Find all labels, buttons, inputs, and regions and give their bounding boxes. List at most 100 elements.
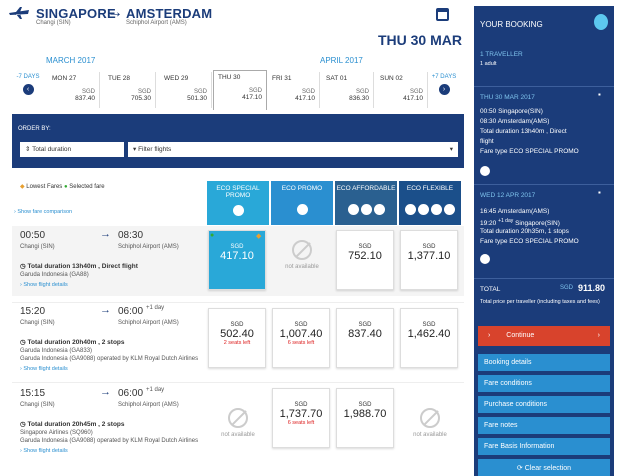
- origin-city: SINGAPORE: [36, 6, 116, 21]
- date-cell-wed29[interactable]: WED 29 SGD 501.30: [160, 72, 212, 108]
- departure-time: 00:50: [20, 230, 46, 241]
- trash-icon[interactable]: ▪: [598, 188, 601, 197]
- fare-price: 1,377.10: [407, 250, 451, 262]
- month-right: APRIL 2017: [320, 56, 363, 65]
- fare-currency: SGD: [358, 244, 372, 250]
- date-currency: SGD: [81, 89, 95, 95]
- chevron-right-icon: ›: [597, 332, 600, 339]
- airline: Garuda Indonesia (GA833): [20, 348, 93, 354]
- flight-row: [12, 302, 464, 376]
- outbound-line1: 00:50 Singapore(SIN): [480, 108, 543, 115]
- total-note: Total price per traveller (including tax…: [480, 299, 600, 305]
- fare-card[interactable]: SGD 837.40: [336, 308, 394, 368]
- fare-card[interactable]: SGD 1,377.10: [400, 230, 458, 290]
- duration-text: Total duration 13h40m , Direct flight: [27, 263, 138, 270]
- seat-icon: [347, 204, 359, 215]
- fare-card[interactable]: SGD 502.40 2 seats left: [208, 308, 266, 368]
- order-by-label: ORDER BY:: [18, 126, 51, 132]
- date-price: 417.10: [403, 95, 423, 102]
- purchase-conditions-button[interactable]: Purchase conditions: [478, 396, 610, 413]
- fare-notes-button[interactable]: Fare notes: [478, 417, 610, 434]
- filter-flights-select[interactable]: ▾ Filter flights ▾: [128, 142, 458, 157]
- outbound-line3: Total duration 13h40m , Direct: [480, 128, 567, 135]
- not-available-icon: [420, 408, 440, 428]
- button-label: Fare notes: [484, 422, 518, 429]
- date-price: 501.30: [187, 95, 207, 102]
- fare-not-available: not available: [208, 398, 268, 438]
- show-flight-details-link[interactable]: › Show flight details: [20, 448, 68, 454]
- legend-selected: Selected fare: [69, 184, 105, 190]
- total-label: TOTAL: [480, 286, 501, 293]
- clear-selection-button[interactable]: ⟳ Clear selection: [478, 459, 610, 476]
- arrow-icon: →: [100, 386, 111, 398]
- prev-label: -7 DAYS: [16, 74, 40, 80]
- fare-card[interactable]: SGD 1,462.40: [400, 308, 458, 368]
- duration-text: Total duration 20h40m , 2 stops: [27, 339, 125, 346]
- not-available-icon: [292, 240, 312, 260]
- filter-bar: ORDER BY:: [12, 114, 464, 168]
- date-currency: SGD: [409, 89, 423, 95]
- fare-not-available: not available: [400, 398, 460, 438]
- arrow-icon: →: [100, 304, 111, 316]
- na-label: not available: [221, 432, 255, 438]
- fare-header-label: ECO PROMO: [281, 185, 323, 192]
- fare-header-label: ECO AFFORDABLE: [336, 185, 396, 192]
- legend-lowest: Lowest Fares: [26, 184, 63, 190]
- date-label: FRI 31: [272, 75, 292, 82]
- fare-card[interactable]: SGD 752.10: [336, 230, 394, 290]
- arrival-day-offset: +1 day: [146, 305, 165, 311]
- date-cell-fri31[interactable]: FRI 31 SGD 417.10: [268, 72, 320, 108]
- airline: Garuda Indonesia (GA88): [20, 272, 89, 278]
- date-cell-thu30-selected[interactable]: THU 30 SGD 417.10: [213, 70, 267, 110]
- show-fare-comparison-link[interactable]: › Show fare comparison: [14, 209, 73, 215]
- seat-icon: [405, 204, 416, 215]
- continue-button[interactable]: › Continue ›: [478, 326, 610, 346]
- not-available-icon: [228, 408, 248, 428]
- fare-card-selected[interactable]: SGD 417.10: [208, 230, 266, 290]
- date-cell-sun02[interactable]: SUN 02 SGD 417.10: [376, 72, 428, 108]
- show-flight-details-link[interactable]: › Show flight details: [20, 366, 68, 372]
- fare-conditions-button[interactable]: Fare conditions: [478, 375, 610, 392]
- main-panel: SINGAPORE Changi (SIN) → AMSTERDAM Schip…: [0, 0, 470, 476]
- sort-select[interactable]: ⇕ Total duration: [20, 142, 124, 157]
- date-cell-sat01[interactable]: SAT 01 SGD 836.30: [322, 72, 374, 108]
- departure-airport: Changi (SIN): [20, 320, 55, 326]
- fare-card[interactable]: SGD 1,988.70: [336, 388, 394, 448]
- fare-card[interactable]: SGD 1,007.40 6 seats left: [272, 308, 330, 368]
- return-day-offset: +1 day: [498, 218, 514, 224]
- show-flight-details-link[interactable]: › Show flight details: [20, 282, 68, 288]
- date-price: 417.10: [242, 94, 262, 101]
- total-currency: SGD: [560, 285, 574, 291]
- divider: [474, 184, 614, 185]
- outbound-line4: flight: [480, 138, 494, 145]
- chevron-left-icon: ‹: [22, 84, 34, 95]
- filter-placeholder: Filter flights: [138, 146, 172, 153]
- tag-icon: ◆: [256, 233, 262, 240]
- booking-details-button[interactable]: Booking details: [478, 354, 610, 371]
- next-7-days-button[interactable]: +7 DAYS ›: [430, 74, 458, 95]
- fare-currency: SGD: [230, 322, 244, 328]
- destination-city: AMSTERDAM: [126, 6, 213, 21]
- fare-card[interactable]: SGD 1,737.70 6 seats left: [272, 388, 330, 448]
- route-arrow-icon: →: [107, 4, 123, 21]
- fare-basis-button[interactable]: Fare Basis Information: [478, 438, 610, 455]
- trash-icon[interactable]: ▪: [598, 90, 601, 99]
- lightbulb-icon[interactable]: [594, 14, 608, 30]
- details-label: Show flight details: [23, 448, 68, 454]
- date-price: 705.30: [131, 95, 151, 102]
- return-fare-type: Fare type ECO SPECIAL PROMO: [480, 238, 579, 245]
- fare-header-eco-special-promo: ECO SPECIAL PROMO: [207, 181, 269, 225]
- arrival-time: 06:00: [118, 388, 144, 399]
- prev-7-days-button[interactable]: -7 DAYS ‹: [14, 74, 42, 95]
- fare-price: 837.40: [348, 328, 382, 340]
- seat-icon: [232, 205, 244, 216]
- fare-header-eco-flexible: ECO FLEXIBLE: [399, 181, 461, 225]
- refund-icon: [444, 204, 455, 215]
- airline: Garuda Indonesia (GA9088) operated by KL…: [20, 438, 199, 444]
- duration-text: Total duration 20h45m , 2 stops: [27, 421, 125, 428]
- change-icon: [373, 204, 385, 215]
- date-cell-tue28[interactable]: TUE 28 SGD 705.30: [104, 72, 156, 108]
- calendar-icon[interactable]: [436, 8, 449, 21]
- chevron-down-icon: ▾: [449, 146, 453, 153]
- date-cell-mon27[interactable]: MON 27 SGD 837.40: [48, 72, 100, 108]
